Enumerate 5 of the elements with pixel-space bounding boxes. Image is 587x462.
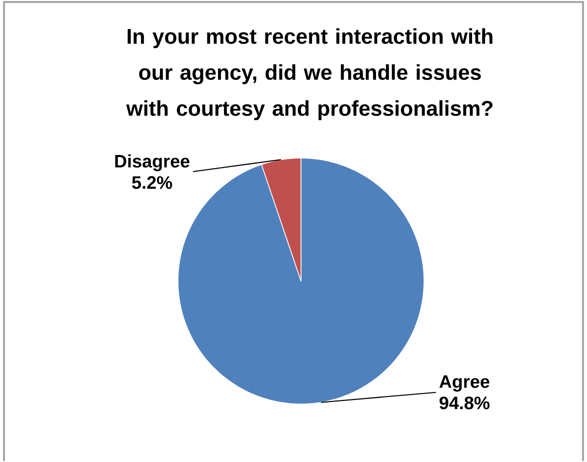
slice-label: Agree xyxy=(439,375,490,392)
data-label: 94.8% xyxy=(440,396,490,410)
chart-title: In your most recent interaction with our agency, did we handle issues with courtesy and professionalism? xyxy=(126,28,492,120)
data-label: 5.2% xyxy=(132,176,172,189)
slice-label: Disagree xyxy=(115,154,190,172)
